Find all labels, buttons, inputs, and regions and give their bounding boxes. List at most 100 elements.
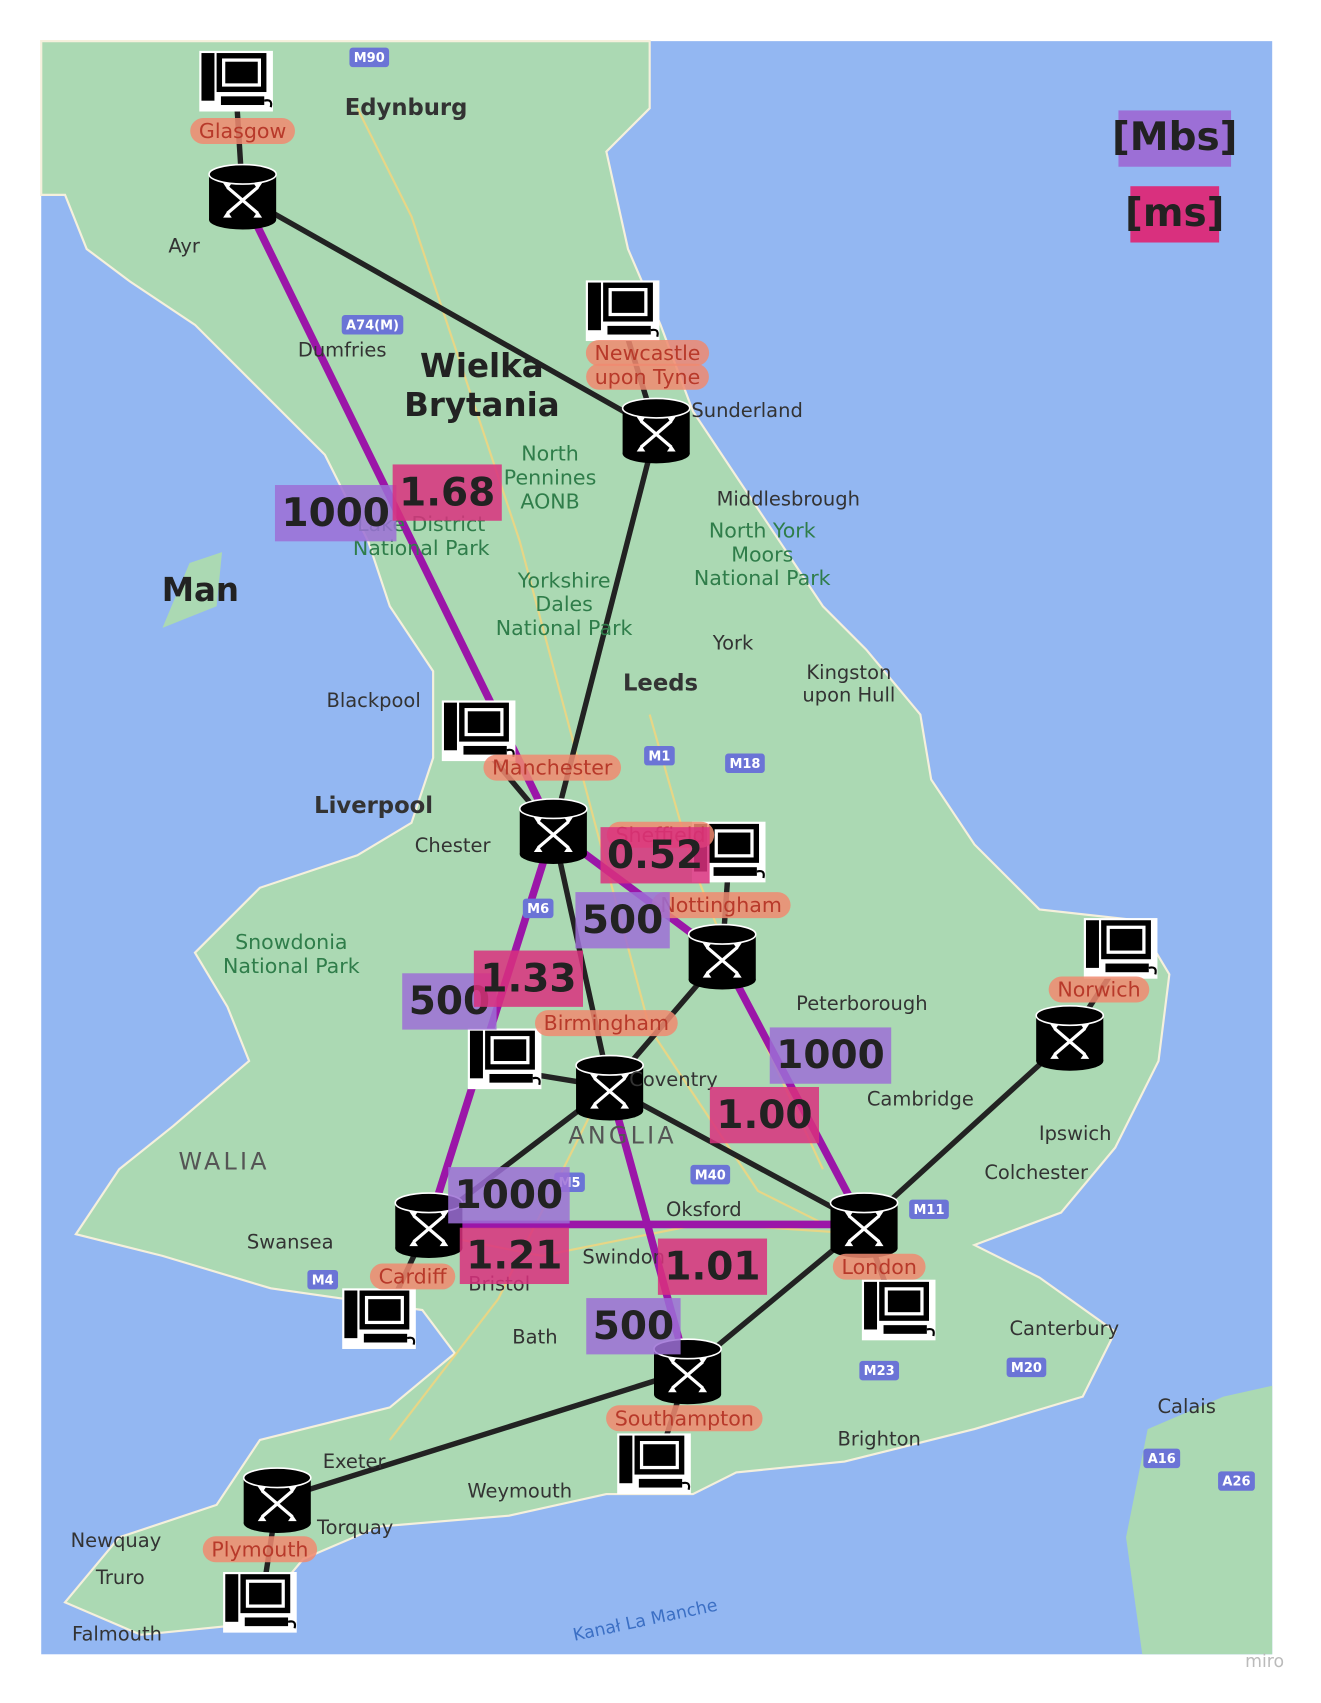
place-label: Newquay: [71, 1529, 162, 1552]
city-label: London: [842, 1255, 917, 1279]
place-label: Falmouth: [72, 1622, 162, 1645]
legend-bandwidth-box: [1118, 110, 1232, 167]
city-label: Southampton: [615, 1406, 754, 1430]
link: [862, 1035, 1072, 1227]
place-label: Ipswich: [1039, 1122, 1112, 1145]
router: [518, 797, 589, 866]
place-label: Coventry: [629, 1068, 718, 1091]
delay-label: 0.52: [607, 833, 703, 878]
link: [276, 1368, 689, 1503]
legend-delay: [ms]: [1125, 191, 1224, 236]
city-pill: [483, 754, 622, 781]
delay-label: 1.00: [716, 1093, 812, 1138]
delay-label: 1.01: [664, 1244, 760, 1289]
place-label: Snowdonia: [235, 930, 347, 954]
router: [828, 1191, 900, 1260]
place-label: Truro: [95, 1566, 145, 1589]
city-pill: [606, 1405, 763, 1432]
place-label: Brytania: [404, 386, 560, 424]
bandwidth-label-box: [274, 485, 397, 542]
place-label: upon Hull: [802, 684, 895, 707]
road-label: M23: [864, 1364, 895, 1379]
road-label: M40: [695, 1168, 726, 1183]
road-shield: [859, 1360, 900, 1381]
computer: [198, 49, 274, 113]
road-shield: [522, 898, 554, 919]
road-shield: [307, 1269, 339, 1290]
road-label: M20: [1011, 1361, 1042, 1376]
road-label: M4: [312, 1273, 334, 1288]
place-label: WALIA: [179, 1147, 270, 1175]
city-pill: [651, 892, 791, 919]
place-label: Liverpool: [314, 793, 433, 819]
place-label: Dumfries: [298, 338, 387, 361]
place-label: Weymouth: [467, 1479, 572, 1502]
city-label: Glasgow: [199, 119, 286, 143]
place-label: National Park: [223, 954, 360, 978]
bandwidth-label-box: [586, 1298, 681, 1355]
computer: [466, 1027, 543, 1091]
link: [608, 1084, 866, 1227]
city-label: upon Tyne: [595, 365, 700, 389]
city-pill: [190, 118, 295, 144]
place-label: Yorkshire: [517, 568, 611, 592]
place-label: Middlesbrough: [717, 488, 860, 511]
place-label: Blackpool: [326, 689, 420, 712]
place-label: Chester: [415, 834, 491, 857]
city-label: Norwich: [1057, 978, 1140, 1002]
city-label: Cardiff: [379, 1265, 448, 1289]
road-shield: [341, 315, 404, 335]
computer: [616, 1432, 692, 1496]
link: [241, 193, 658, 433]
city-label: Manchester: [492, 756, 613, 780]
delay-label: 1.68: [399, 470, 495, 515]
place-label: Pennines: [504, 466, 597, 490]
city-pill: [1048, 976, 1150, 1003]
bandwidth-label: 500: [593, 1304, 674, 1349]
road-label: M11: [913, 1203, 944, 1218]
delay-label-box: [600, 827, 710, 884]
place-label: Cambridge: [867, 1087, 974, 1110]
bandwidth-label: 1000: [455, 1173, 563, 1218]
router: [242, 1466, 313, 1535]
place-label: Bath: [512, 1326, 557, 1349]
place-label: National Park: [694, 566, 831, 590]
place-label: Calais: [1157, 1395, 1215, 1418]
place-label: Exeter: [323, 1450, 386, 1473]
place-label: Moors: [731, 542, 793, 566]
city-pill: [202, 1536, 318, 1563]
bandwidth-label: 1000: [776, 1033, 884, 1078]
city-pill: [585, 339, 710, 366]
delay-label: 1.21: [466, 1234, 562, 1279]
place-label: Ayr: [168, 234, 200, 257]
place-label: Oksford: [666, 1198, 742, 1221]
legend: [Mbs] [ms]: [1112, 110, 1238, 243]
place-label: Dales: [535, 592, 593, 616]
bandwidth-label-box: [575, 892, 670, 949]
router: [207, 162, 278, 232]
road-shield: [1218, 1471, 1255, 1491]
city-pill: [369, 1263, 456, 1290]
place-label: Man: [162, 571, 239, 609]
delay-label: 1.33: [480, 956, 576, 1001]
place-label: North York: [709, 519, 816, 543]
legend-delay-box: [1130, 186, 1220, 243]
city-pill: [832, 1253, 926, 1280]
delay-label-box: [392, 464, 502, 521]
computer: [584, 279, 661, 343]
road-label: A74(M): [346, 318, 399, 333]
place-label: Brighton: [838, 1427, 921, 1450]
road-shield: [725, 753, 765, 774]
place-label: Sunderland: [691, 399, 802, 422]
place-label: AONB: [520, 489, 579, 513]
delay-label-box: [459, 1227, 569, 1285]
city-label: Birmingham: [544, 1011, 669, 1035]
bandwidth-label: 500: [582, 898, 663, 943]
place-label: Edynburg: [345, 95, 468, 121]
city-label: Newcastle: [595, 341, 701, 365]
place-label: York: [712, 632, 754, 655]
computer: [341, 1287, 417, 1351]
